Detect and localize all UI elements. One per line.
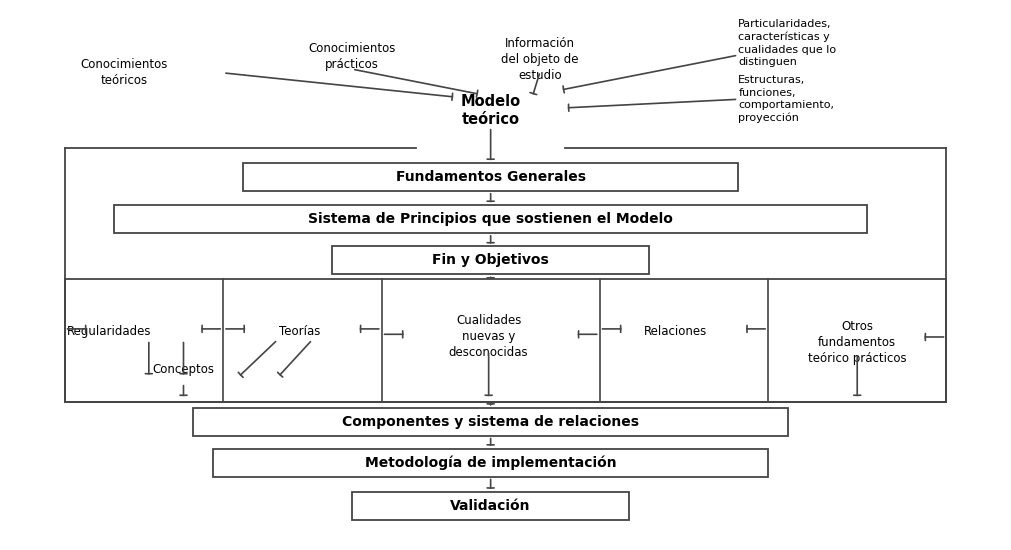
Text: Componentes y sistema de relaciones: Componentes y sistema de relaciones bbox=[342, 415, 639, 428]
Text: Sistema de Principios que sostienen el Modelo: Sistema de Principios que sostienen el M… bbox=[308, 212, 673, 226]
Text: Conocimientos
teóricos: Conocimientos teóricos bbox=[80, 58, 168, 87]
Text: Estructuras,
funciones,
comportamiento,
proyección: Estructuras, funciones, comportamiento, … bbox=[738, 75, 834, 123]
Text: Fundamentos Generales: Fundamentos Generales bbox=[395, 170, 585, 184]
Bar bbox=[114, 205, 867, 233]
Bar bbox=[193, 408, 788, 436]
Text: Modelo
teórico: Modelo teórico bbox=[461, 94, 521, 128]
Bar bbox=[243, 163, 738, 191]
Text: Conceptos: Conceptos bbox=[153, 363, 214, 376]
Text: Otros
fundamentos
teórico prácticos: Otros fundamentos teórico prácticos bbox=[808, 320, 907, 365]
Text: Información
del objeto de
estudio: Información del objeto de estudio bbox=[501, 37, 579, 82]
Bar bbox=[65, 279, 946, 402]
Bar bbox=[352, 492, 629, 520]
Bar bbox=[332, 246, 649, 274]
Bar bbox=[213, 449, 768, 477]
Text: Regularidades: Regularidades bbox=[67, 325, 152, 338]
Text: Metodología de implementación: Metodología de implementación bbox=[365, 455, 617, 470]
Text: Teorías: Teorías bbox=[279, 325, 320, 338]
Text: Conocimientos
prácticos: Conocimientos prácticos bbox=[308, 42, 395, 71]
Text: Particularidades,
características y
cualidades que lo
distinguen: Particularidades, características y cual… bbox=[738, 19, 836, 67]
Text: Cualidades
nuevas y
desconocidas: Cualidades nuevas y desconocidas bbox=[449, 315, 529, 360]
Text: Validación: Validación bbox=[450, 499, 531, 513]
Text: Fin y Objetivos: Fin y Objetivos bbox=[433, 254, 549, 267]
Text: Relaciones: Relaciones bbox=[644, 325, 708, 338]
